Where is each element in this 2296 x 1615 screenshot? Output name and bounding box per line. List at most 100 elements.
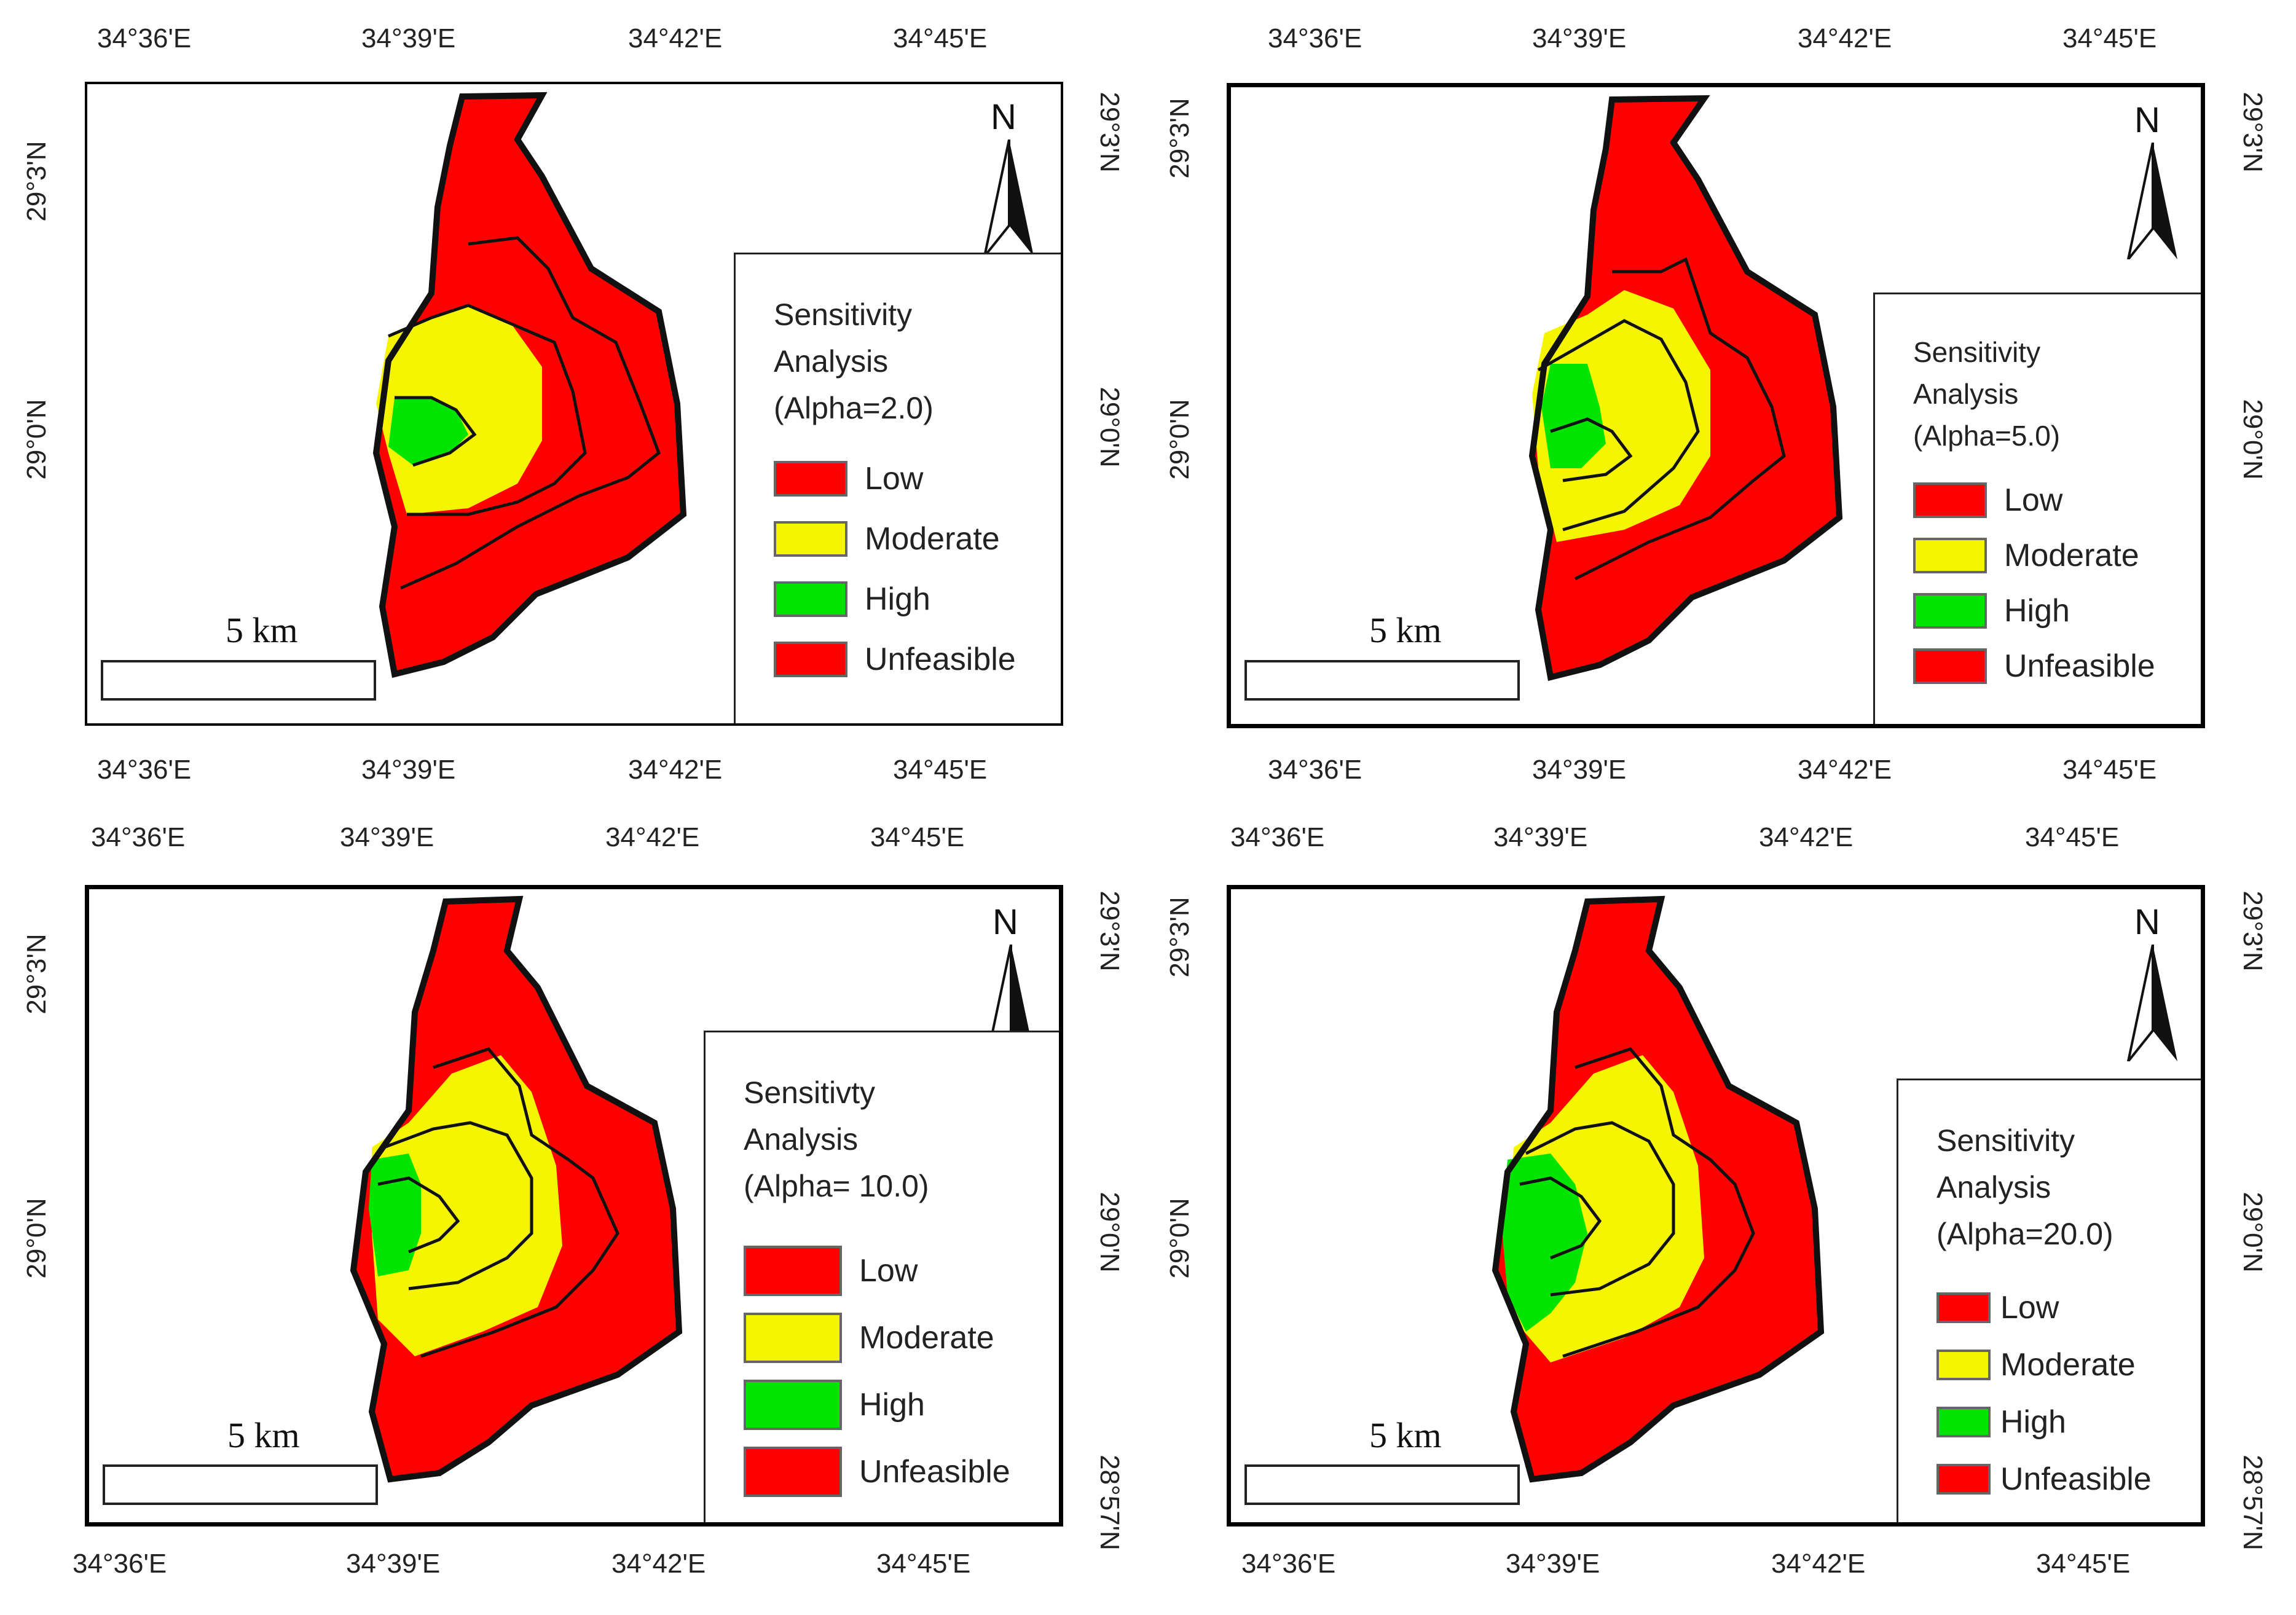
legend-item-unfeasible: Unfeasible [1936,1458,2152,1501]
swatch-unfeasible [774,642,847,677]
legend-item-moderate: Moderate [744,1311,994,1364]
legend-title-line: Sensitivity [1913,336,2041,368]
north-label: N [2134,100,2160,140]
legend-item-high: High [744,1378,925,1431]
legend-label: Low [2004,482,2063,518]
swatch-moderate [774,521,847,557]
top-lon-label: 34°45'E [870,822,965,852]
region-moderate [372,1055,562,1356]
region-high [388,398,468,465]
scale-label: 5 km [226,610,298,650]
bottom-lon-label: 34°45'E [876,1549,971,1579]
legend: Sensitivity Analysis (Alpha=2.0) Low Mod… [734,253,1061,723]
right-lat-label: 29°3'N [2238,890,2268,972]
study-area-boundary [1492,895,1825,1483]
zone-outline [377,1176,460,1254]
zone-outline [395,396,477,467]
map-frame: N Sensitivity Analysis (Alpha=20.0) Low … [1227,885,2205,1527]
legend-item-high: High [1936,1401,2066,1444]
swatch-unfeasible [1936,1464,1991,1495]
legend: Sensitivity Analysis (Alpha=20.0) Low Mo… [1897,1079,2201,1522]
scale-bar [1244,1464,1520,1505]
zone-outline [1537,319,1700,532]
left-lat-label: 29°0'N [22,399,52,480]
zone-outline [1562,1047,1755,1358]
left-lat-label: 29°3'N [1165,98,1195,179]
bottom-lon-label: 34°36'E [1241,1549,1336,1579]
right-lat-label: 29°3'N [1095,890,1125,972]
swatch-unfeasible [744,1447,842,1497]
legend: Sensitivty Analysis (Alpha= 10.0) Low Mo… [704,1031,1059,1522]
north-arrow-icon [983,139,1034,256]
swatch-high [774,581,847,617]
right-lat-label: 29°3'N [1095,92,1125,173]
swatch-high [1936,1407,1991,1437]
suitability-map [350,895,683,1483]
swatch-high [1913,593,1987,629]
top-lon-label: 34°42'E [1798,23,1892,53]
north-arrow-icon [2127,143,2177,259]
legend-title-line: Analysis [744,1122,859,1157]
zone-outline [1550,417,1633,482]
top-lon-label: 34°39'E [361,23,456,53]
scale-bar [103,1464,378,1505]
legend-label: Unfeasible [865,642,1016,677]
suitability-map [1528,95,1843,682]
legend-label: High [865,581,930,617]
swatch-moderate [1936,1350,1991,1380]
legend-title-line: (Alpha=20.0) [1936,1217,2113,1251]
bottom-lon-label: 34°42'E [628,755,723,785]
legend-title-line: Analysis [774,344,889,379]
legend-label: High [859,1387,925,1423]
north-label: N [2134,902,2160,942]
legend-label: Unfeasible [2000,1461,2152,1497]
swatch-low [744,1246,842,1296]
legend-label: Moderate [859,1320,994,1356]
right-lat-label: 29°0'N [2238,399,2268,480]
right-lat-label: 29°0'N [2238,1192,2268,1273]
zone-outline [388,304,587,516]
bottom-lon-label: 34°45'E [2036,1549,2131,1579]
suitability-map [372,92,687,678]
map-frame: N Sensitivity Analysis (Alpha=5.0) Low M… [1227,83,2205,728]
north-label: N [993,902,1018,942]
zone-outline [1519,1176,1602,1260]
legend-item-low: Low [744,1244,918,1297]
bottom-lon-label: 34°39'E [361,755,456,785]
top-lon-label: 34°45'E [2062,23,2157,53]
left-lat-label: 29°3'N [1165,897,1195,978]
zone-outline [383,1121,533,1291]
swatch-low [1913,482,1987,518]
legend-label: Low [2000,1290,2059,1326]
bottom-lon-label: 34°39'E [1506,1549,1600,1579]
bottom-lon-label: 34°42'E [611,1549,706,1579]
top-lon-label: 34°45'E [893,23,988,53]
swatch-moderate [744,1313,842,1363]
right-lat-label: 29°3'N [2238,92,2268,173]
left-lat-label: 29°0'N [1165,399,1195,480]
zone-outline [420,1047,619,1358]
top-lon-label: 34°36'E [91,822,186,852]
legend-label: Moderate [2004,538,2139,573]
legend-label: High [2000,1404,2066,1440]
bottom-lon-label: 34°45'E [2062,755,2157,785]
swatch-low [774,461,847,497]
map-frame: N Sensitivty Analysis (Alpha= 10.0) Low … [85,885,1063,1527]
zone-outline [1574,257,1786,581]
top-lon-label: 34°39'E [340,822,434,852]
legend-label: Low [865,461,924,497]
top-lon-label: 34°45'E [2025,822,2120,852]
left-lat-label: 29°3'N [22,933,52,1015]
top-lon-label: 34°36'E [97,23,192,53]
legend-title-line: Sensitivty [744,1075,875,1110]
left-lat-label: 29°3'N [22,141,52,222]
top-lon-label: 34°42'E [605,822,700,852]
study-area-boundary [372,92,687,678]
top-lon-label: 34°42'E [1759,822,1854,852]
legend-item-unfeasible: Unfeasible [744,1445,1010,1498]
bottom-lon-label: 34°39'E [346,1549,441,1579]
legend-item-unfeasible: Unfeasible [774,638,1016,681]
legend-label: High [2004,593,2070,629]
bottom-lon-label: 34°42'E [1771,1549,1866,1579]
bottom-lon-label: 34°39'E [1532,755,1627,785]
